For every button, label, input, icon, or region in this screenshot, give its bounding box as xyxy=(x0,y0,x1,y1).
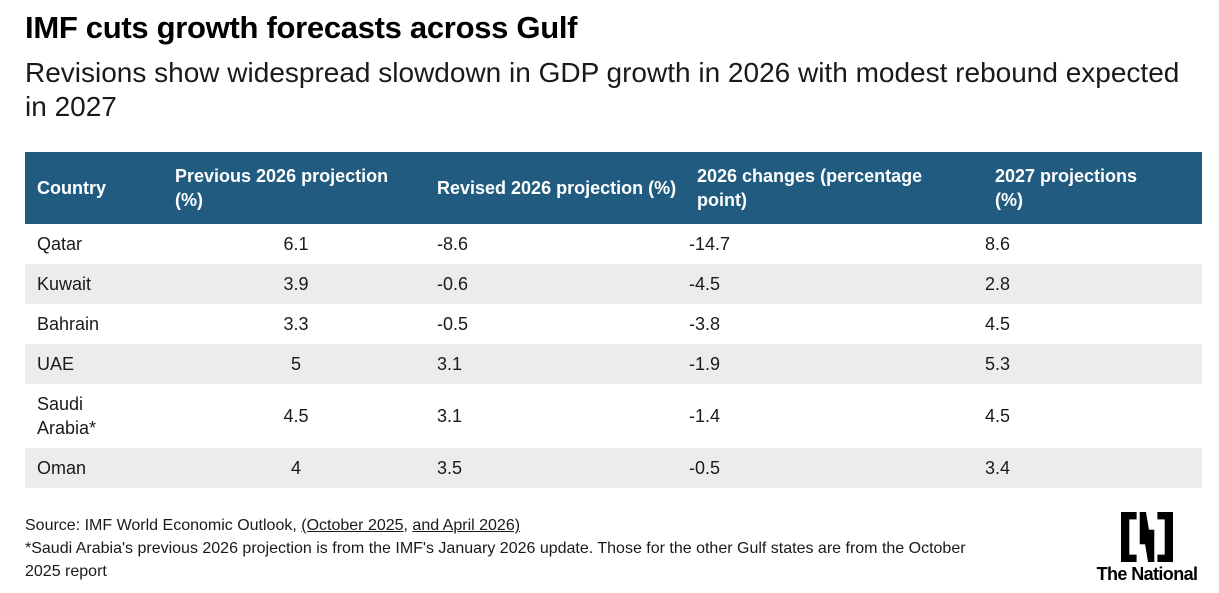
cell-country: Qatar xyxy=(37,234,83,254)
column-header-country: Country xyxy=(25,152,165,224)
cell-2027-projection: 4.5 xyxy=(985,314,1011,334)
cell-previous-2026: 3.3 xyxy=(283,314,309,334)
cell-2026-change: -3.8 xyxy=(689,314,721,334)
cell-previous-2026: 3.9 xyxy=(165,264,427,304)
cell-country: Kuwait xyxy=(25,264,165,304)
source-separator: , xyxy=(403,517,413,534)
source-link-october-2025[interactable]: (October 2025 xyxy=(301,517,404,534)
table-row-saudi-arabia: Saudi Arabia* 4.5 3.1 -1.4 4.5 xyxy=(25,384,1202,448)
table-row-qatar: Qatar 6.1 -8.6 -14.7 8.6 xyxy=(25,224,1202,264)
source-link-april-2026[interactable]: and April 2026) xyxy=(412,517,521,534)
cell-country: Saudi Arabia* xyxy=(37,394,97,438)
cell-revised-2026: -8.6 xyxy=(437,234,469,254)
footnote: *Saudi Arabia's previous 2026 projection… xyxy=(25,540,966,580)
gdp-forecast-table: Country Previous 2026 projection (%) Rev… xyxy=(25,152,1202,488)
cell-2026-change: -14.7 xyxy=(689,234,731,254)
cell-previous-2026: 6.1 xyxy=(283,234,309,254)
notes-block: Source: IMF World Economic Outlook, (Oct… xyxy=(25,514,1085,583)
cell-revised-2026: -0.6 xyxy=(427,264,687,304)
table-row-oman: Oman 4 3.5 -0.5 3.4 xyxy=(25,448,1202,488)
the-national-logo-text: The National xyxy=(1096,564,1198,584)
column-header-2026-changes: 2026 changes (percentage point) xyxy=(687,152,975,224)
page-subtitle: Revisions show widespread slowdown in GD… xyxy=(25,57,1180,122)
cell-country: Bahrain xyxy=(37,314,100,334)
column-header-revised-2026: Revised 2026 projection (%) xyxy=(427,152,687,224)
cell-2026-change: -1.9 xyxy=(687,344,975,384)
cell-2027-projection: 3.4 xyxy=(975,448,1202,488)
source-prefix: Source: IMF World Economic Outlook, xyxy=(25,517,302,534)
cell-revised-2026: 3.1 xyxy=(437,406,463,426)
column-header-previous-2026: Previous 2026 projection (%) xyxy=(165,152,427,224)
cell-2027-projection: 5.3 xyxy=(975,344,1202,384)
cell-2027-projection: 8.6 xyxy=(985,234,1011,254)
cell-previous-2026: 5 xyxy=(165,344,427,384)
cell-previous-2026: 4 xyxy=(165,448,427,488)
cell-revised-2026: 3.5 xyxy=(427,448,687,488)
cell-2026-change: -1.4 xyxy=(689,406,721,426)
cell-2026-change: -4.5 xyxy=(687,264,975,304)
column-header-2027-projections: 2027 projections (%) xyxy=(975,152,1202,224)
the-national-logo: The National xyxy=(1092,512,1202,585)
cell-2026-change: -0.5 xyxy=(687,448,975,488)
cell-country: UAE xyxy=(25,344,165,384)
source-line: Source: IMF World Economic Outlook, (Oct… xyxy=(25,514,1085,537)
cell-country: Oman xyxy=(25,448,165,488)
table-row-bahrain: Bahrain 3.3 -0.5 -3.8 4.5 xyxy=(25,304,1202,344)
cell-previous-2026: 4.5 xyxy=(283,406,309,426)
cell-2027-projection: 2.8 xyxy=(975,264,1202,304)
table-row-kuwait: Kuwait 3.9 -0.6 -4.5 2.8 xyxy=(25,264,1202,304)
cell-2027-projection: 4.5 xyxy=(985,406,1011,426)
table-row-uae: UAE 5 3.1 -1.9 5.3 xyxy=(25,344,1202,384)
cell-revised-2026: 3.1 xyxy=(427,344,687,384)
table-header-row: Country Previous 2026 projection (%) Rev… xyxy=(25,152,1202,224)
the-national-logo-icon xyxy=(1121,512,1173,562)
page-title: IMF cuts growth forecasts across Gulf xyxy=(25,10,578,45)
cell-revised-2026: -0.5 xyxy=(437,314,469,334)
